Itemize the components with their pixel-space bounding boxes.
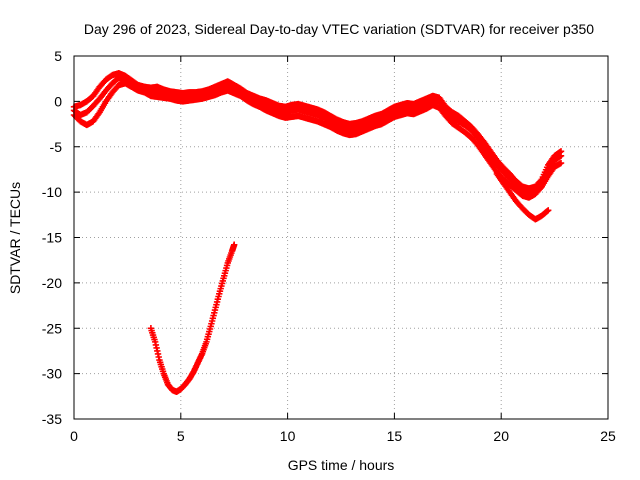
data-point <box>537 177 544 184</box>
data-point <box>557 159 565 167</box>
y-tick-label: -35 <box>42 411 62 427</box>
y-tick-label: -25 <box>42 320 62 336</box>
y-axis-label: SDTVAR / TECUs <box>7 182 23 294</box>
series-main-band-B <box>70 80 565 201</box>
x-tick-label: 10 <box>280 428 296 444</box>
x-tick-label: 15 <box>387 428 403 444</box>
series-separate-arc <box>147 241 238 395</box>
x-tick-label: 20 <box>493 428 509 444</box>
data-point <box>557 148 565 155</box>
grid-lines <box>74 56 608 419</box>
series-main-band-C <box>70 70 565 192</box>
x-axis-label: GPS time / hours <box>288 457 395 473</box>
y-tick-label: 5 <box>54 48 62 64</box>
y-tick-label: -10 <box>42 184 62 200</box>
y-tick-label: -20 <box>42 275 62 291</box>
data-point <box>543 207 551 215</box>
data-point <box>231 241 238 248</box>
x-tick-label: 0 <box>70 428 78 444</box>
data-point <box>544 207 552 214</box>
y-tick-label: -30 <box>42 366 62 382</box>
y-tick-label: -5 <box>50 139 63 155</box>
chart-title: Day 296 of 2023, Sidereal Day-to-day VTE… <box>84 21 594 37</box>
x-tick-label: 5 <box>177 428 185 444</box>
y-tick-label: -15 <box>42 230 62 246</box>
y-tick-label: 0 <box>54 93 62 109</box>
axis-ticks: 0 5 10 15 20 25 5 0 -5 -10 -15 -20 -25 -30 -35 <box>42 48 616 444</box>
x-tick-label: 25 <box>600 428 616 444</box>
data-points <box>70 70 565 395</box>
series-lower-branch <box>493 170 552 223</box>
